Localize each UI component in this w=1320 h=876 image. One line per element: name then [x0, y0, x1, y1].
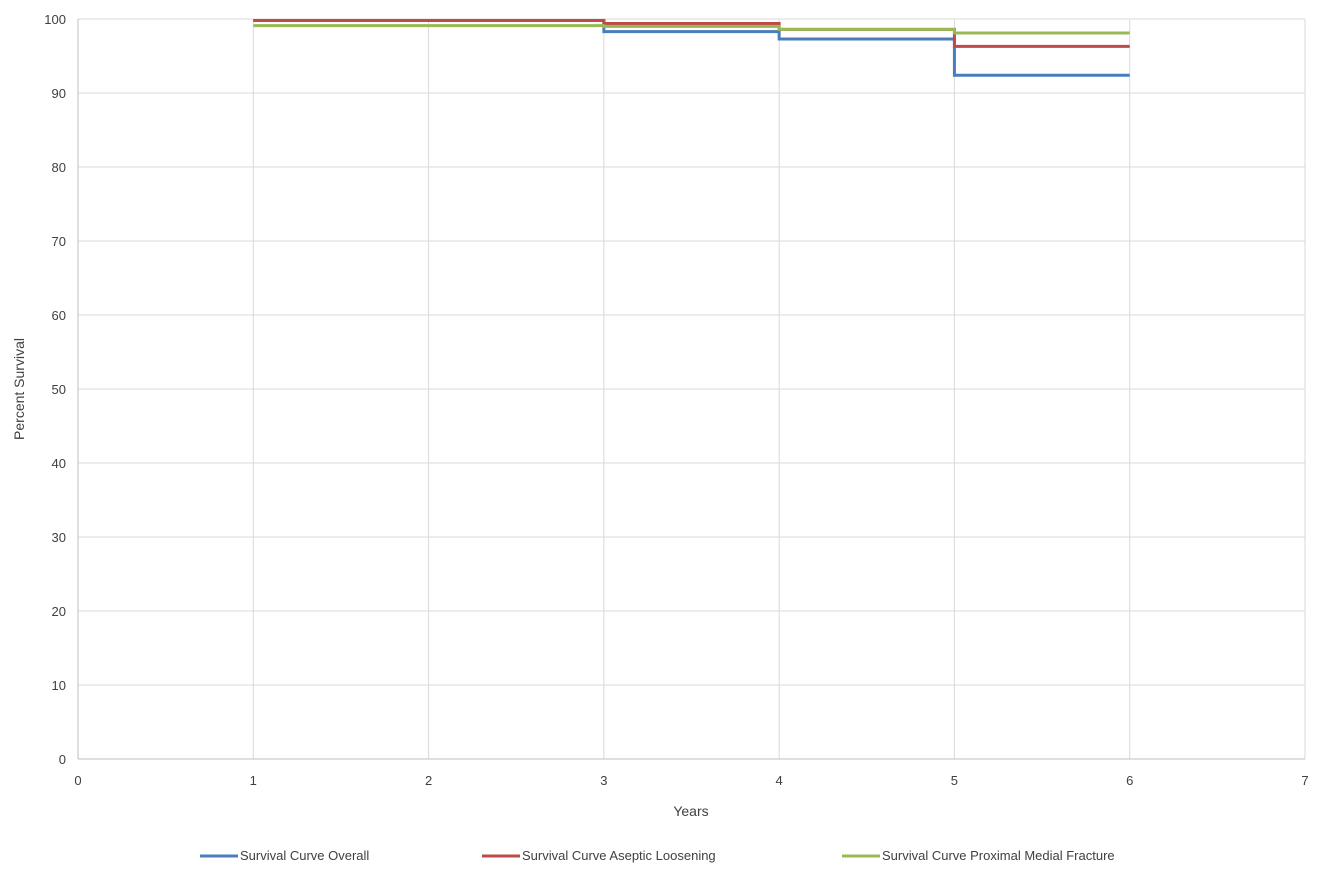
legend-label: Survival Curve Proximal Medial Fracture [882, 848, 1115, 863]
y-tick-label: 90 [52, 86, 66, 101]
legend-label: Survival Curve Overall [240, 848, 369, 863]
y-tick-label: 80 [52, 160, 66, 175]
y-tick-label: 10 [52, 678, 66, 693]
y-tick-label: 70 [52, 234, 66, 249]
legend-entry: Survival Curve Overall [200, 848, 369, 863]
x-tick-label: 7 [1301, 773, 1308, 788]
x-tick-label: 2 [425, 773, 432, 788]
x-tick-label: 1 [250, 773, 257, 788]
x-tick-label: 5 [951, 773, 958, 788]
y-tick-label: 30 [52, 530, 66, 545]
series-layer [253, 18, 1130, 77]
y-tick-label: 100 [44, 12, 66, 27]
x-tick-label: 4 [776, 773, 783, 788]
x-tick-label: 0 [74, 773, 81, 788]
y-axis-title: Percent Survival [11, 338, 27, 440]
legend-label: Survival Curve Aseptic Loosening [522, 848, 716, 863]
y-tick-label: 20 [52, 604, 66, 619]
axis-layer: 0 10 20 30 40 50 60 70 80 90 100 0 1 2 3 4 5 6 7 [44, 12, 1308, 788]
y-tick-label: 0 [59, 752, 66, 767]
y-tick-label: 60 [52, 308, 66, 323]
y-tick-label: 50 [52, 382, 66, 397]
series-line-3 [253, 24, 1130, 35]
legend: Survival Curve Overall Survival Curve Ase… [200, 848, 1115, 863]
x-tick-label: 6 [1126, 773, 1133, 788]
y-tick-label: 40 [52, 456, 66, 471]
legend-entry: Survival Curve Proximal Medial Fracture [842, 848, 1115, 863]
legend-entry: Survival Curve Aseptic Loosening [482, 848, 716, 863]
x-axis-title: Years [673, 803, 708, 819]
x-tick-label: 3 [600, 773, 607, 788]
grid-layer [78, 18, 1306, 759]
